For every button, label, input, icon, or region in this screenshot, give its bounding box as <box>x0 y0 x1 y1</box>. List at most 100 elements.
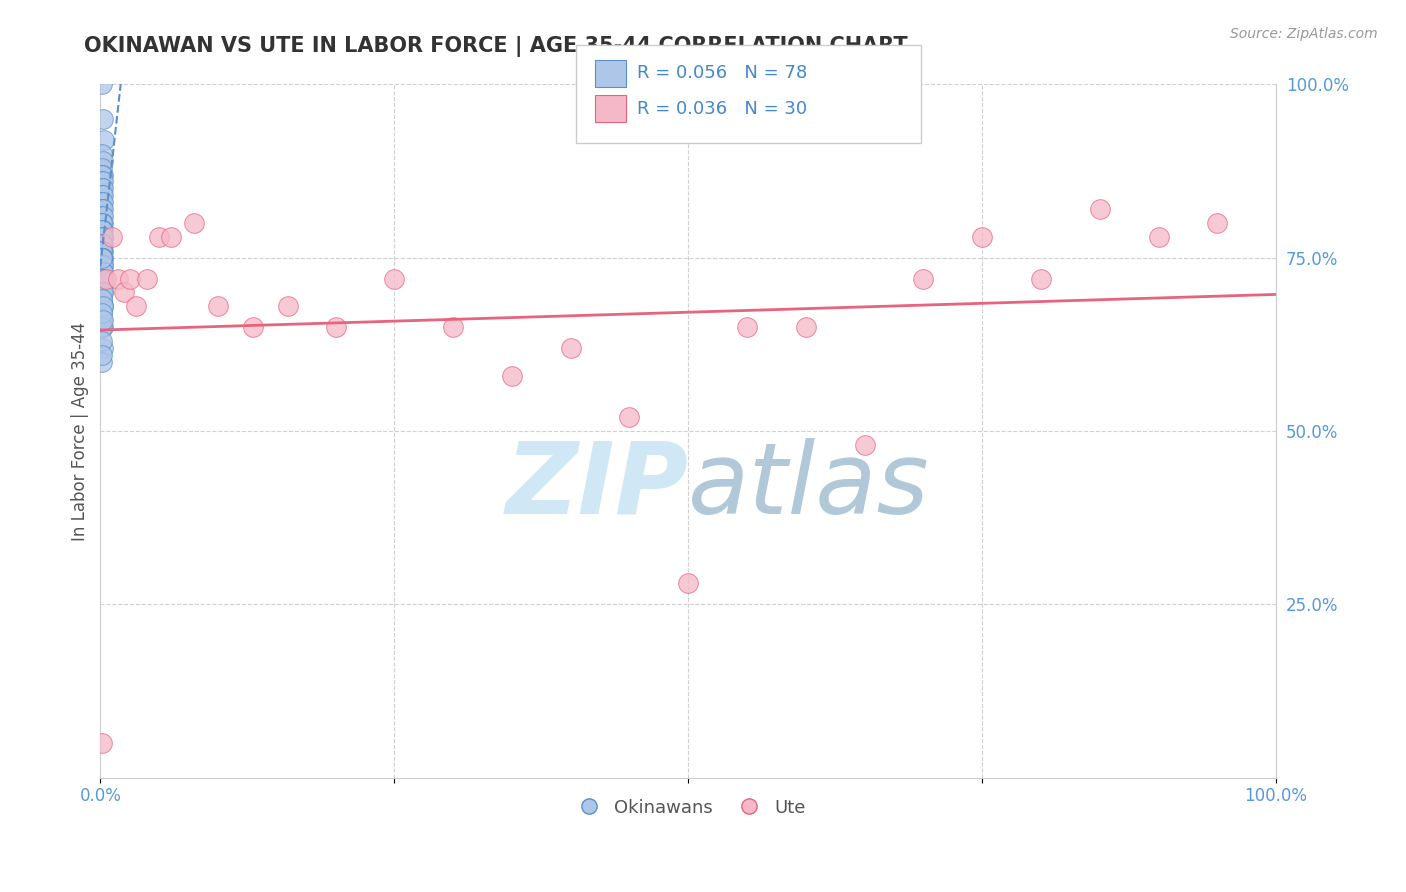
Point <box>90 278 112 293</box>
Point <box>90 293 112 307</box>
Point <box>91 153 114 168</box>
Point <box>91 264 114 278</box>
Point <box>91 320 114 334</box>
Point <box>1088 202 1111 217</box>
Point <box>90 216 112 230</box>
Point <box>90 320 112 334</box>
Point <box>382 271 405 285</box>
Y-axis label: In Labor Force | Age 35-44: In Labor Force | Age 35-44 <box>72 321 89 541</box>
Text: R = 0.056   N = 78: R = 0.056 N = 78 <box>637 64 807 82</box>
Point <box>91 258 114 272</box>
Point <box>90 264 112 278</box>
Point <box>101 230 124 244</box>
Point <box>91 271 114 285</box>
Point <box>90 251 112 265</box>
Point <box>90 258 112 272</box>
Point <box>91 236 114 251</box>
Point <box>560 341 582 355</box>
Point <box>90 168 112 182</box>
Point <box>90 202 112 217</box>
Point <box>277 299 299 313</box>
Point <box>207 299 229 313</box>
Point <box>91 202 114 217</box>
Point <box>735 320 758 334</box>
Point <box>91 244 114 258</box>
Point <box>90 278 112 293</box>
Point <box>160 230 183 244</box>
Point <box>90 334 112 348</box>
Point <box>93 133 115 147</box>
Text: R = 0.036   N = 30: R = 0.036 N = 30 <box>637 100 807 118</box>
Point <box>90 271 112 285</box>
Point <box>91 251 114 265</box>
Point <box>91 230 114 244</box>
Point <box>91 174 114 188</box>
Point <box>91 299 114 313</box>
Point <box>90 188 112 202</box>
Point <box>242 320 264 334</box>
Point <box>91 278 114 293</box>
Point <box>90 161 112 175</box>
Legend: Okinawans, Ute: Okinawans, Ute <box>564 791 813 824</box>
Point <box>91 230 114 244</box>
Point <box>90 181 112 195</box>
Point <box>91 181 114 195</box>
Point <box>90 285 112 300</box>
Point <box>90 306 112 320</box>
Point <box>91 285 114 300</box>
Point <box>91 299 114 313</box>
Point <box>124 299 146 313</box>
Point <box>676 576 699 591</box>
Point <box>90 354 112 368</box>
Point <box>91 313 114 327</box>
Point <box>853 438 876 452</box>
Point <box>90 78 112 92</box>
Point <box>90 202 112 217</box>
Point <box>90 236 112 251</box>
Point <box>90 271 112 285</box>
Point <box>91 216 114 230</box>
Point <box>112 285 135 300</box>
Point <box>90 174 112 188</box>
Point <box>325 320 347 334</box>
Point <box>96 271 118 285</box>
Point <box>91 112 114 127</box>
Point <box>90 251 112 265</box>
Text: Source: ZipAtlas.com: Source: ZipAtlas.com <box>1230 27 1378 41</box>
Point <box>91 195 114 210</box>
Point <box>91 258 114 272</box>
Point <box>91 278 114 293</box>
Point <box>90 293 112 307</box>
Point <box>91 209 114 223</box>
Point <box>90 244 112 258</box>
Point <box>912 271 935 285</box>
Point <box>90 285 112 300</box>
Point <box>91 341 114 355</box>
Point <box>90 258 112 272</box>
Point <box>91 299 114 313</box>
Point <box>90 306 112 320</box>
Point <box>107 271 129 285</box>
Point <box>90 736 112 750</box>
Point <box>91 251 114 265</box>
Point <box>90 271 112 285</box>
Point <box>90 271 112 285</box>
Point <box>148 230 170 244</box>
Point <box>619 410 641 425</box>
Point <box>1206 216 1229 230</box>
Point <box>90 216 112 230</box>
Point <box>90 348 112 362</box>
Point <box>136 271 159 285</box>
Point <box>91 168 114 182</box>
Point <box>972 230 994 244</box>
Point <box>91 223 114 237</box>
Point <box>90 223 112 237</box>
Point <box>90 209 112 223</box>
Point <box>501 368 523 383</box>
Point <box>183 216 205 230</box>
Point <box>90 146 112 161</box>
Point <box>90 313 112 327</box>
Point <box>1147 230 1170 244</box>
Point <box>91 271 114 285</box>
Point <box>91 285 114 300</box>
